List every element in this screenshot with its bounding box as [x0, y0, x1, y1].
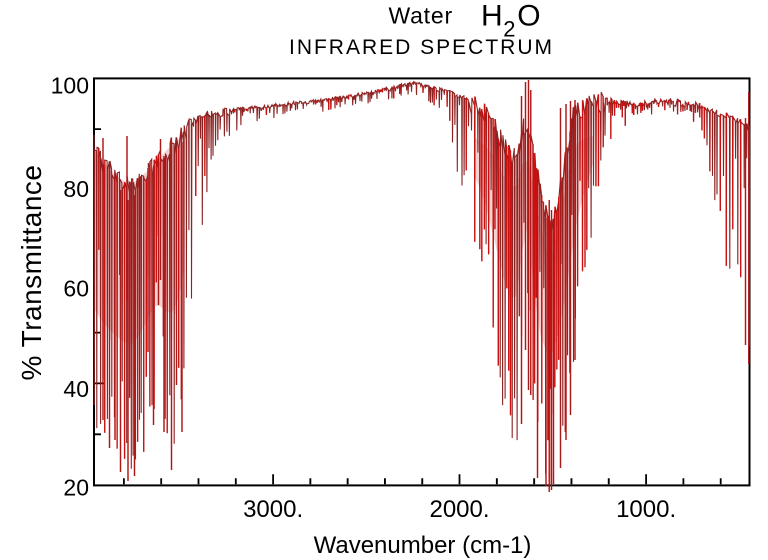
- svg-text:Water: Water: [388, 3, 453, 29]
- svg-text:3000.: 3000.: [243, 496, 303, 523]
- svg-text:2: 2: [503, 16, 515, 41]
- svg-text:1000.: 1000.: [616, 496, 676, 523]
- svg-text:100: 100: [51, 73, 89, 99]
- svg-text:80: 80: [63, 176, 89, 202]
- svg-text:2000.: 2000.: [429, 496, 489, 523]
- svg-text:20: 20: [63, 475, 89, 501]
- svg-text:60: 60: [63, 276, 89, 302]
- svg-text:H: H: [481, 0, 503, 33]
- svg-text:INFRARED SPECTRUM: INFRARED SPECTRUM: [289, 36, 554, 59]
- svg-text:40: 40: [63, 376, 89, 402]
- svg-text:Wavenumber (cm-1): Wavenumber (cm-1): [314, 532, 532, 559]
- svg-text:% Transmittance: % Transmittance: [16, 164, 47, 380]
- svg-text:O: O: [517, 0, 540, 33]
